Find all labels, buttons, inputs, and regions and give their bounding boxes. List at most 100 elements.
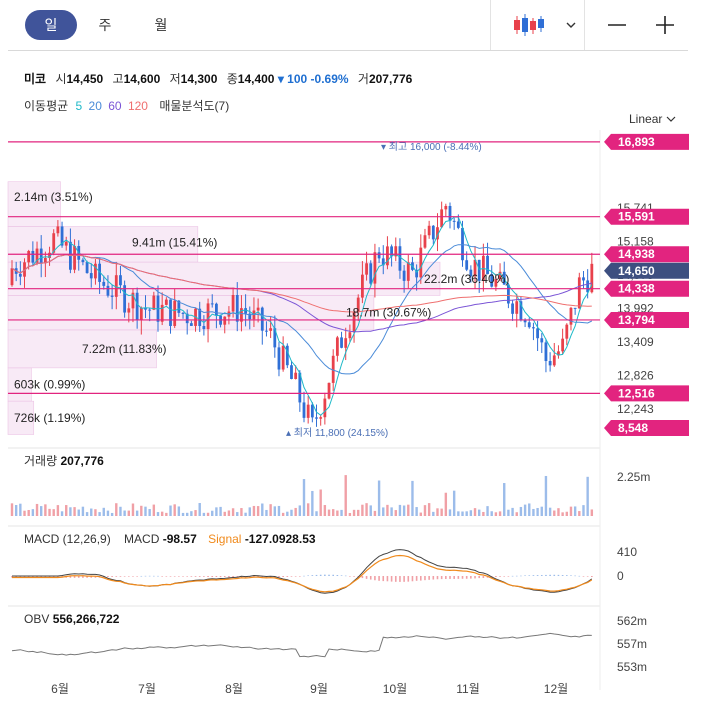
macd-histogram-bar (215, 576, 218, 577)
candle-body (411, 262, 414, 270)
price-tag-label: 14,650 (618, 264, 655, 278)
volume-bar (52, 509, 55, 516)
macd-histogram-bar (253, 576, 255, 578)
macd-histogram-bar (194, 576, 197, 577)
macd-histogram-bar (90, 576, 93, 578)
volume-bar (436, 508, 439, 516)
volume-bar (311, 490, 314, 516)
volume-bar (294, 507, 297, 516)
volume-bar (94, 509, 97, 516)
macd-histogram-bar (107, 576, 109, 578)
volume-bar (181, 512, 185, 516)
macd-histogram-bar (578, 575, 581, 577)
volume-bar (123, 510, 126, 516)
volume-profile-label: 9.41m (15.41%) (132, 235, 217, 249)
candle-body (177, 300, 181, 313)
ma-label: 이동평균 (24, 99, 69, 113)
y-tick-label: 12,243 (617, 402, 654, 416)
volume-bar (323, 505, 327, 516)
volume-bar (402, 505, 406, 516)
candle-body (331, 355, 335, 383)
volume-bar (19, 503, 22, 516)
volume-bar (169, 505, 172, 516)
macd-histogram-bar (299, 576, 301, 577)
macd-histogram-bar (15, 576, 17, 578)
signal-value: -127.0928.53 (244, 532, 316, 546)
candle-body (536, 328, 539, 339)
volume-bar (586, 476, 589, 516)
macd-histogram-bar (536, 575, 539, 576)
volume-bar (44, 504, 47, 516)
macd-histogram-bar (286, 576, 289, 577)
macd-histogram-bar (461, 576, 464, 579)
candle-body (285, 345, 289, 366)
candle-body (60, 226, 64, 246)
change-value: ▾ 100 -0.69% (277, 72, 349, 86)
macd-histogram-bar (157, 575, 159, 577)
candle-body (577, 277, 581, 309)
volume-bar (553, 510, 556, 516)
macd-histogram-bar (411, 576, 414, 582)
ma5-line (11, 216, 593, 416)
volume-profile-bar (7, 329, 157, 369)
volume-bar (478, 509, 481, 516)
macd-histogram-bar (457, 576, 460, 579)
price-tag: 8,548 (604, 420, 689, 436)
macd-histogram-bar (445, 576, 447, 579)
candle-body (89, 273, 93, 279)
candle-body (569, 307, 573, 325)
macd-histogram-bar (424, 576, 426, 581)
candle-body (515, 301, 519, 314)
macd-histogram-bar (386, 576, 389, 582)
volume-profile-label: 2.14m (3.51%) (14, 190, 93, 204)
volume-profile-bar (7, 400, 35, 435)
open-label: 시 (55, 72, 67, 86)
volume-bar (327, 509, 331, 516)
candle-body (127, 308, 131, 313)
x-axis-label: 9월 (310, 682, 328, 696)
candle-body (52, 233, 56, 253)
volume-bar (444, 492, 448, 516)
candle-body (102, 281, 106, 286)
candle-body (27, 250, 31, 263)
macd-histogram-bar (23, 576, 26, 578)
candle-body (77, 246, 81, 260)
price-tag-label: 8,548 (618, 421, 648, 435)
volume-bar (269, 504, 272, 516)
volume-bar (85, 512, 89, 516)
tab-month[interactable]: 월 (154, 17, 168, 33)
volume-bar (106, 510, 110, 516)
volume-bar (35, 503, 39, 516)
candle-body (164, 299, 168, 305)
candle-body (344, 338, 348, 348)
volume-bar (482, 511, 485, 516)
zoom-in-button[interactable] (648, 8, 682, 42)
candle-body (110, 295, 114, 297)
tab-day[interactable]: 일 (25, 10, 77, 40)
volume-bar (56, 505, 60, 516)
high-value: 14,600 (123, 72, 161, 86)
macd-histogram-bar (173, 576, 176, 577)
macd-histogram-bar (586, 576, 589, 577)
macd-histogram-bar (511, 575, 514, 577)
candle-body (586, 280, 590, 293)
volume-bar (315, 511, 318, 516)
candle-body (540, 338, 544, 343)
macd-histogram-bar (328, 574, 330, 576)
candle-body (319, 417, 323, 419)
tab-week[interactable]: 주 (98, 17, 112, 33)
macd-histogram-bar (294, 576, 297, 577)
scale-selector[interactable]: Linear (629, 112, 676, 126)
candle-body (406, 262, 410, 281)
volume-bar (202, 512, 206, 516)
zoom-out-button[interactable] (600, 8, 634, 42)
candle-body (452, 220, 456, 222)
ma-120: 120 (127, 99, 148, 113)
macd-histogram-bar (474, 576, 476, 579)
macd-histogram-bar (378, 576, 380, 581)
chart-type-button[interactable] (504, 8, 584, 42)
candle-body (552, 355, 556, 366)
volume-bar (382, 507, 385, 516)
candle-body (486, 255, 489, 275)
volume-bar (532, 508, 535, 516)
